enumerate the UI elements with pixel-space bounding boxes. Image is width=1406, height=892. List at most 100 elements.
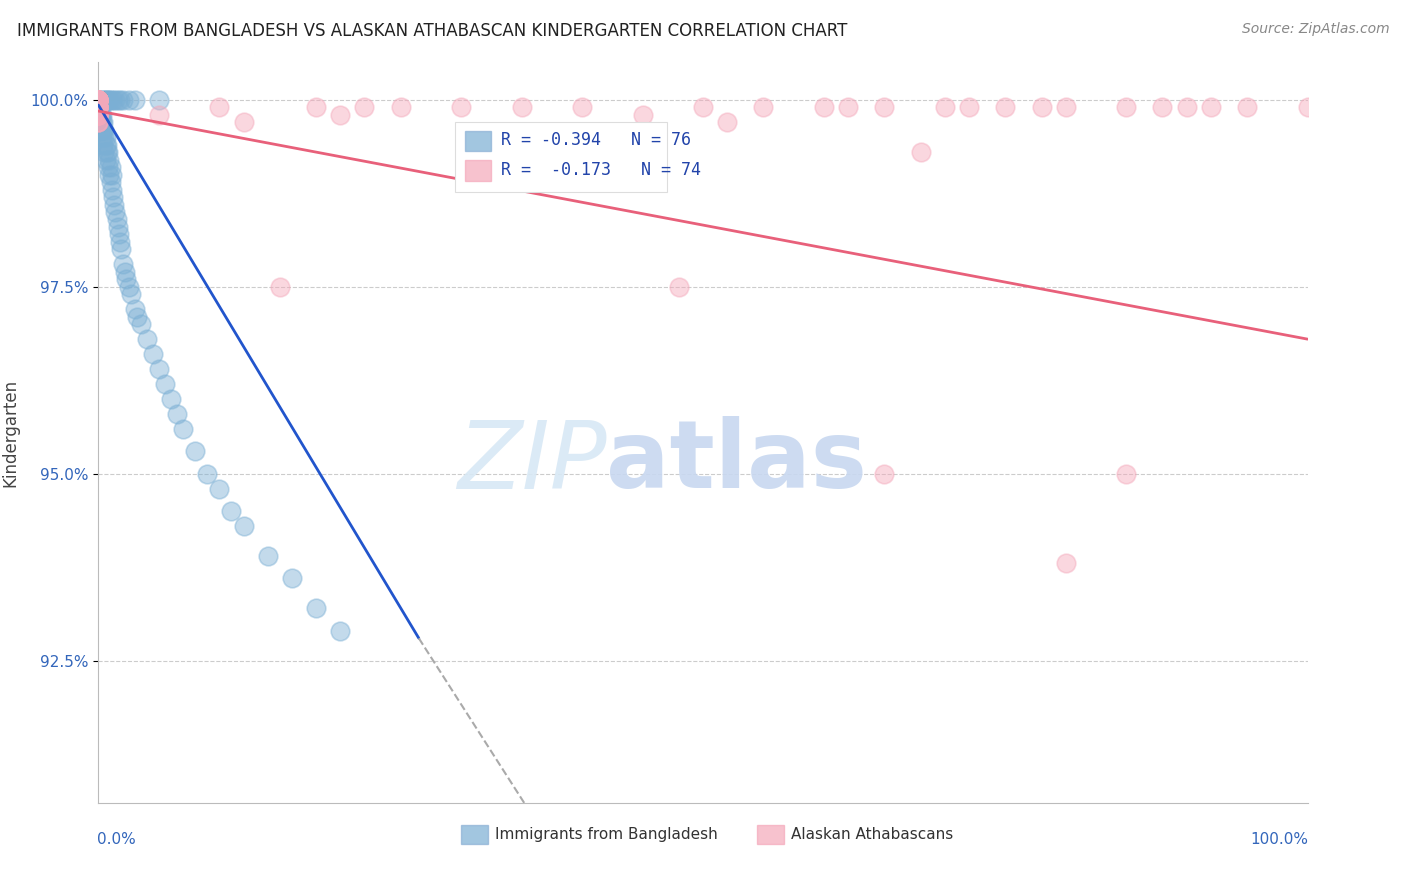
Point <box>108 235 131 249</box>
Point <box>91 115 114 129</box>
Point <box>208 482 231 496</box>
Point <box>93 93 115 107</box>
Point <box>87 93 110 107</box>
Point <box>93 145 115 160</box>
Point <box>118 93 141 107</box>
Point <box>166 407 188 421</box>
Point <box>87 93 110 107</box>
Point <box>87 93 110 107</box>
Point <box>98 168 121 182</box>
Point <box>89 108 111 122</box>
Point <box>450 100 472 114</box>
Point <box>87 108 110 122</box>
Point <box>1031 100 1053 114</box>
Point <box>135 332 157 346</box>
Point <box>353 100 375 114</box>
Point <box>91 93 114 107</box>
Point <box>90 122 112 136</box>
Point <box>104 93 127 107</box>
Point <box>87 108 110 122</box>
Point <box>716 115 738 129</box>
Point <box>148 362 170 376</box>
FancyBboxPatch shape <box>461 825 488 844</box>
Text: 100.0%: 100.0% <box>1251 832 1309 847</box>
Point <box>184 444 207 458</box>
Point <box>232 519 254 533</box>
Point <box>96 145 118 160</box>
Point <box>89 100 111 114</box>
Point <box>148 93 170 107</box>
Point <box>87 100 110 114</box>
Point <box>108 93 131 107</box>
Point <box>389 100 412 114</box>
Point <box>87 100 110 114</box>
Point <box>87 93 110 107</box>
Point <box>195 467 218 481</box>
Point <box>94 93 117 107</box>
Point <box>108 227 131 242</box>
Point <box>87 93 110 107</box>
Point <box>100 168 122 182</box>
Point <box>87 93 110 107</box>
FancyBboxPatch shape <box>456 121 666 192</box>
Point <box>118 280 141 294</box>
Point <box>87 115 110 129</box>
Point <box>91 122 114 136</box>
Point <box>127 310 149 324</box>
Point <box>111 93 134 107</box>
Point <box>91 137 114 152</box>
Point <box>153 377 176 392</box>
Point <box>87 100 110 114</box>
Point <box>873 100 896 114</box>
Point <box>87 93 110 107</box>
Point <box>101 93 124 107</box>
Text: IMMIGRANTS FROM BANGLADESH VS ALASKAN ATHABASCAN KINDERGARTEN CORRELATION CHART: IMMIGRANTS FROM BANGLADESH VS ALASKAN AT… <box>17 22 848 40</box>
Text: 0.0%: 0.0% <box>97 832 136 847</box>
Point <box>91 108 114 122</box>
Point <box>87 108 110 122</box>
Point <box>1054 100 1077 114</box>
Point <box>101 190 124 204</box>
Point <box>87 93 110 107</box>
Point <box>87 93 110 107</box>
Point <box>97 93 120 107</box>
Point <box>87 100 110 114</box>
Point <box>752 100 775 114</box>
Text: Source: ZipAtlas.com: Source: ZipAtlas.com <box>1241 22 1389 37</box>
Point <box>115 272 138 286</box>
Point <box>957 100 980 114</box>
Point <box>91 122 114 136</box>
Point <box>87 108 110 122</box>
FancyBboxPatch shape <box>465 130 492 152</box>
Point <box>87 108 110 122</box>
Point <box>94 137 117 152</box>
Point <box>148 108 170 122</box>
Point <box>107 219 129 234</box>
Point <box>281 571 304 585</box>
Point <box>98 93 121 107</box>
Point <box>87 100 110 114</box>
Point <box>114 265 136 279</box>
Point <box>87 93 110 107</box>
Point <box>305 100 328 114</box>
FancyBboxPatch shape <box>465 161 492 181</box>
Point <box>100 93 122 107</box>
Point <box>111 257 134 271</box>
Text: R =  -0.173   N = 74: R = -0.173 N = 74 <box>501 161 702 178</box>
Point <box>934 100 956 114</box>
Point <box>129 317 152 331</box>
Point <box>1054 557 1077 571</box>
Point <box>87 93 110 107</box>
Point <box>90 108 112 122</box>
FancyBboxPatch shape <box>758 825 785 844</box>
Point <box>269 280 291 294</box>
Point <box>97 160 120 174</box>
Point <box>87 100 110 114</box>
Point <box>329 624 352 638</box>
Point <box>1236 100 1258 114</box>
Point <box>208 100 231 114</box>
Point <box>142 347 165 361</box>
Point <box>93 122 115 136</box>
Point <box>87 108 110 122</box>
Point <box>160 392 183 406</box>
